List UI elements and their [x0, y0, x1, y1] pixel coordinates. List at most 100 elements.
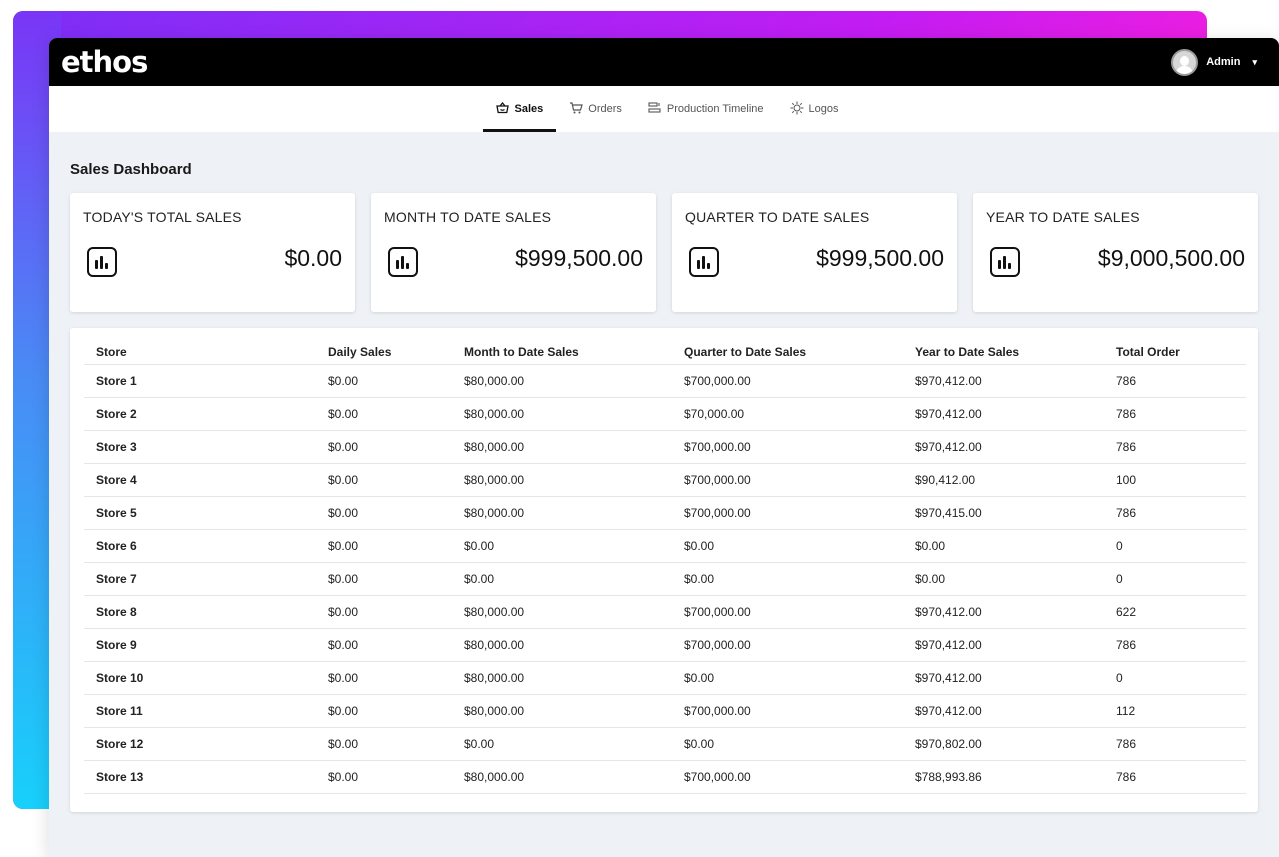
- card-year-sales: YEAR TO DATE SALES $9,000,500.00: [973, 193, 1258, 312]
- timeline-icon: [648, 101, 662, 117]
- table-cell: 786: [1104, 727, 1246, 761]
- table-cell: $970,412.00: [903, 628, 1104, 662]
- table-row[interactable]: Store 11 $0.00 $80,000.00 $700,000.00 $970,4…: [84, 694, 1246, 728]
- card-month-sales: MONTH TO DATE SALES $999,500.00: [371, 193, 656, 312]
- column-header[interactable]: Quarter to Date Sales: [672, 340, 903, 365]
- table-cell: $0.00: [316, 562, 452, 596]
- table-cell: $0.00: [316, 595, 452, 629]
- table-row[interactable]: Store 10 $0.00 $80,000.00 $0.00 $970,412.00 0: [84, 661, 1246, 695]
- table-cell: $80,000.00: [452, 397, 672, 431]
- table-cell: $700,000.00: [672, 694, 903, 728]
- sparkle-icon: [790, 101, 804, 118]
- column-header[interactable]: Total Order: [1104, 340, 1246, 365]
- table-row[interactable]: Store 3 $0.00 $80,000.00 $700,000.00 $970,41…: [84, 430, 1246, 464]
- table-cell: $0.00: [672, 562, 903, 596]
- store-name-cell: Store 7: [84, 562, 316, 596]
- table-row[interactable]: Store 8 $0.00 $80,000.00 $700,000.00 $970,41…: [84, 595, 1246, 629]
- card-title: YEAR TO DATE SALES: [986, 209, 1140, 225]
- bar-chart-icon: [388, 247, 418, 277]
- card-value: $999,500.00: [816, 245, 944, 271]
- card-title: QUARTER TO DATE SALES: [685, 209, 870, 225]
- card-quarter-sales: QUARTER TO DATE SALES $999,500.00: [672, 193, 957, 312]
- card-value: $999,500.00: [515, 245, 643, 271]
- page-title: Sales Dashboard: [70, 161, 192, 178]
- store-name-cell: Store 10: [84, 661, 316, 695]
- table-cell: $700,000.00: [672, 463, 903, 497]
- table-cell: $788,993.86: [903, 760, 1104, 794]
- user-name[interactable]: Admin: [1206, 56, 1241, 68]
- table-cell: $80,000.00: [452, 463, 672, 497]
- column-header[interactable]: Daily Sales: [316, 340, 452, 365]
- table-cell: 786: [1104, 364, 1246, 398]
- app-window: ethos Admin ▾ Sales Orders Production Ti…: [49, 38, 1279, 857]
- sales-table: Store Daily Sales Month to Date Sales Qu…: [84, 340, 1246, 794]
- table-row[interactable]: Store 5 $0.00 $80,000.00 $700,000.00 $970,41…: [84, 496, 1246, 530]
- store-name-cell: Store 11: [84, 694, 316, 728]
- table-cell: $970,412.00: [903, 397, 1104, 431]
- table-row[interactable]: Store 4 $0.00 $80,000.00 $700,000.00 $90,412…: [84, 463, 1246, 497]
- store-name-cell: Store 8: [84, 595, 316, 629]
- table-cell: $0.00: [316, 529, 452, 563]
- table-cell: $970,412.00: [903, 595, 1104, 629]
- bar-chart-icon: [689, 247, 719, 277]
- table-cell: $0.00: [316, 727, 452, 761]
- tab-production-timeline[interactable]: Production Timeline: [635, 86, 777, 132]
- tab-orders[interactable]: Orders: [556, 86, 635, 132]
- table-cell: 622: [1104, 595, 1246, 629]
- table-cell: 786: [1104, 760, 1246, 794]
- chevron-down-icon[interactable]: ▾: [1252, 56, 1257, 67]
- tab-sales[interactable]: Sales: [482, 86, 557, 132]
- bar-chart-icon: [990, 247, 1020, 277]
- tab-logos[interactable]: Logos: [777, 86, 852, 132]
- store-name-cell: Store 1: [84, 364, 316, 398]
- table-cell: $700,000.00: [672, 496, 903, 530]
- table-cell: $80,000.00: [452, 694, 672, 728]
- table-cell: $80,000.00: [452, 595, 672, 629]
- bar-chart-icon: [87, 247, 117, 277]
- store-name-cell: Store 4: [84, 463, 316, 497]
- column-header[interactable]: Store: [84, 340, 316, 365]
- table-cell: $970,415.00: [903, 496, 1104, 530]
- column-header[interactable]: Year to Date Sales: [903, 340, 1104, 365]
- table-row[interactable]: Store 1 $0.00 $80,000.00 $700,000.00 $970,41…: [84, 364, 1246, 398]
- table-cell: $700,000.00: [672, 628, 903, 662]
- table-cell: $970,412.00: [903, 364, 1104, 398]
- table-cell: $0.00: [672, 727, 903, 761]
- table-row[interactable]: Store 12 $0.00 $0.00 $0.00 $970,802.00 786: [84, 727, 1246, 761]
- card-today-sales: TODAY'S TOTAL SALES $0.00: [70, 193, 355, 312]
- tab-label: Sales: [514, 103, 544, 115]
- table-cell: $0.00: [316, 661, 452, 695]
- table-cell: $80,000.00: [452, 760, 672, 794]
- tab-label: Production Timeline: [666, 103, 764, 115]
- store-name-cell: Store 5: [84, 496, 316, 530]
- column-header[interactable]: Month to Date Sales: [452, 340, 672, 365]
- store-name-cell: Store 9: [84, 628, 316, 662]
- table-row[interactable]: Store 13 $0.00 $80,000.00 $700,000.00 $788,9…: [84, 760, 1246, 794]
- table-row[interactable]: Store 6 $0.00 $0.00 $0.00 $0.00 0: [84, 529, 1246, 563]
- table-cell: $80,000.00: [452, 661, 672, 695]
- main-content: Sales Dashboard TODAY'S TOTAL SALES $0.0…: [49, 161, 1279, 812]
- summary-cards: TODAY'S TOTAL SALES $0.00 MONTH TO DATE …: [70, 193, 1258, 312]
- table-cell: $0.00: [316, 364, 452, 398]
- table-cell: $0.00: [672, 661, 903, 695]
- table-row[interactable]: Store 2 $0.00 $80,000.00 $70,000.00 $970,412…: [84, 397, 1246, 431]
- table-cell: $80,000.00: [452, 496, 672, 530]
- table-cell: $700,000.00: [672, 364, 903, 398]
- card-value: $9,000,500.00: [1097, 245, 1245, 271]
- table-cell: $0.00: [452, 562, 672, 596]
- tab-label: Logos: [808, 103, 839, 115]
- store-name-cell: Store 6: [84, 529, 316, 563]
- table-cell: 112: [1104, 694, 1246, 728]
- table-cell: 786: [1104, 628, 1246, 662]
- table-cell: 786: [1104, 430, 1246, 464]
- avatar[interactable]: [1171, 48, 1199, 76]
- table-cell: $90,412.00: [903, 463, 1104, 497]
- table-cell: $80,000.00: [452, 430, 672, 464]
- card-title: TODAY'S TOTAL SALES: [83, 209, 242, 225]
- table-row[interactable]: Store 9 $0.00 $80,000.00 $700,000.00 $970,41…: [84, 628, 1246, 662]
- table-row[interactable]: Store 7 $0.00 $0.00 $0.00 $0.00 0: [84, 562, 1246, 596]
- store-name-cell: Store 3: [84, 430, 316, 464]
- user-menu[interactable]: Admin ▾: [1171, 48, 1257, 76]
- table-header-row: Store Daily Sales Month to Date Sales Qu…: [84, 340, 1246, 365]
- app-logo[interactable]: ethos: [61, 45, 148, 79]
